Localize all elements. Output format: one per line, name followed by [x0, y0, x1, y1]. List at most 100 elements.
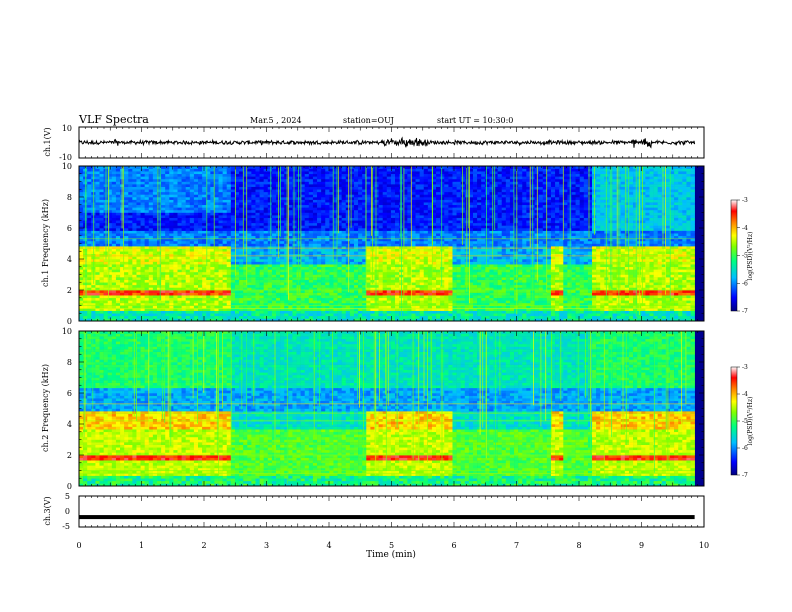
- spectrogram-cell: [128, 194, 132, 197]
- spectrogram-cell: [116, 259, 120, 262]
- spectrogram-cell: [95, 282, 99, 285]
- spectrogram-cell: [87, 241, 91, 244]
- spectrogram-cell: [124, 169, 128, 172]
- spectrogram-cell: [165, 282, 169, 285]
- spectrogram-cell: [182, 280, 186, 283]
- spectrogram-cell: [112, 174, 116, 177]
- spectrogram-cell: [153, 218, 157, 221]
- spectrogram-cell: [83, 249, 87, 252]
- spectrogram-cell: [141, 184, 145, 187]
- spectrogram-cell: [141, 285, 145, 288]
- spectrogram-cell: [227, 189, 231, 192]
- spectrogram-cell: [251, 205, 255, 208]
- spectrogram-cell: [136, 220, 140, 223]
- spectrogram-cell: [161, 256, 165, 259]
- spectrogram-cell: [165, 231, 169, 234]
- spectrogram-cell: [108, 316, 112, 319]
- spectrogram-cell: [194, 182, 198, 185]
- spectrogram-cell: [190, 213, 194, 216]
- spectrogram-cell: [87, 197, 91, 200]
- spectrogram-cell: [120, 275, 124, 278]
- spectrogram-cell: [95, 194, 99, 197]
- spectrogram-cell: [223, 269, 227, 272]
- spectrogram-cell: [124, 179, 128, 182]
- spectrogram-cell: [194, 313, 198, 316]
- spectrogram-cell: [112, 194, 116, 197]
- spectrogram-cell: [136, 225, 140, 228]
- spectrogram-cell: [173, 192, 177, 195]
- spectrogram-cell: [239, 280, 243, 283]
- spectrogram-cell: [214, 244, 218, 247]
- spectrogram-cell: [128, 256, 132, 259]
- spectrogram-cell: [100, 306, 104, 309]
- spectrogram-cell: [87, 233, 91, 236]
- spectrogram-cell: [116, 213, 120, 216]
- spectrogram-cell: [214, 210, 218, 213]
- spectrogram-cell: [182, 171, 186, 174]
- spectrogram-cell: [260, 285, 264, 288]
- spectrogram-cell: [87, 254, 91, 257]
- spectrogram-cell: [255, 316, 259, 319]
- spectrogram-cell: [79, 298, 83, 301]
- spectrogram-cell: [231, 223, 235, 226]
- spectrogram-cell: [214, 267, 218, 270]
- spectrogram-cell: [153, 275, 157, 278]
- spectrogram-cell: [231, 220, 235, 223]
- spectrogram-cell: [79, 254, 83, 257]
- spectrogram-cell: [198, 259, 202, 262]
- spectrogram-cell: [87, 272, 91, 275]
- spectrogram-cell: [186, 184, 190, 187]
- spectrogram-cell: [194, 210, 198, 213]
- spectrogram-cell: [247, 236, 251, 239]
- spectrogram-cell: [149, 295, 153, 298]
- spectrogram-cell: [194, 306, 198, 309]
- spectrogram-cell: [210, 293, 214, 296]
- spectrogram-cell: [136, 306, 140, 309]
- spectrogram-cell: [165, 200, 169, 203]
- spectrogram-cell: [186, 225, 190, 228]
- spectrogram-cell: [149, 267, 153, 270]
- spectrogram-cell: [136, 256, 140, 259]
- spectrogram-cell: [136, 244, 140, 247]
- spectrogram-cell: [169, 184, 173, 187]
- spectrogram-cell: [91, 316, 95, 319]
- spectrogram-cell: [251, 225, 255, 228]
- spectrogram-cell: [227, 184, 231, 187]
- spectrogram-cell: [202, 280, 206, 283]
- spectrogram-cell: [116, 295, 120, 298]
- spectrogram-cell: [149, 275, 153, 278]
- spectrogram-cell: [198, 207, 202, 210]
- spectrogram-cell: [91, 290, 95, 293]
- spectrogram-cell: [239, 189, 243, 192]
- spectrogram-cell: [100, 293, 104, 296]
- spectrogram-cell: [260, 194, 264, 197]
- spectrogram-cell: [124, 174, 128, 177]
- spectrogram-cell: [186, 189, 190, 192]
- spectrogram-cell: [219, 215, 223, 218]
- spectrogram-cell: [95, 179, 99, 182]
- spectrogram-cell: [157, 311, 161, 314]
- spectrogram-cell: [145, 189, 149, 192]
- spectrogram-cell: [157, 282, 161, 285]
- spectrogram-cell: [198, 262, 202, 265]
- spectrogram-cell: [132, 251, 136, 254]
- spectrogram-cell: [95, 262, 99, 265]
- spectrogram-cell: [227, 236, 231, 239]
- spectrogram-cell: [124, 272, 128, 275]
- spectrogram-cell: [255, 295, 259, 298]
- spectrogram-cell: [223, 241, 227, 244]
- spectrogram-cell: [87, 210, 91, 213]
- spectrogram-cell: [153, 202, 157, 205]
- spectrogram-cell: [169, 179, 173, 182]
- spectrogram-cell: [194, 275, 198, 278]
- spectrogram-cell: [116, 249, 120, 252]
- spectrogram-cell: [260, 293, 264, 296]
- spectrogram-cell: [83, 293, 87, 296]
- spectrogram-cell: [87, 205, 91, 208]
- spectrogram-cell: [251, 184, 255, 187]
- spectrogram-cell: [223, 225, 227, 228]
- spectrogram-cell: [227, 300, 231, 303]
- spectrogram-cell: [112, 298, 116, 301]
- spectrogram-cell: [227, 192, 231, 195]
- spectrogram-cell: [194, 254, 198, 257]
